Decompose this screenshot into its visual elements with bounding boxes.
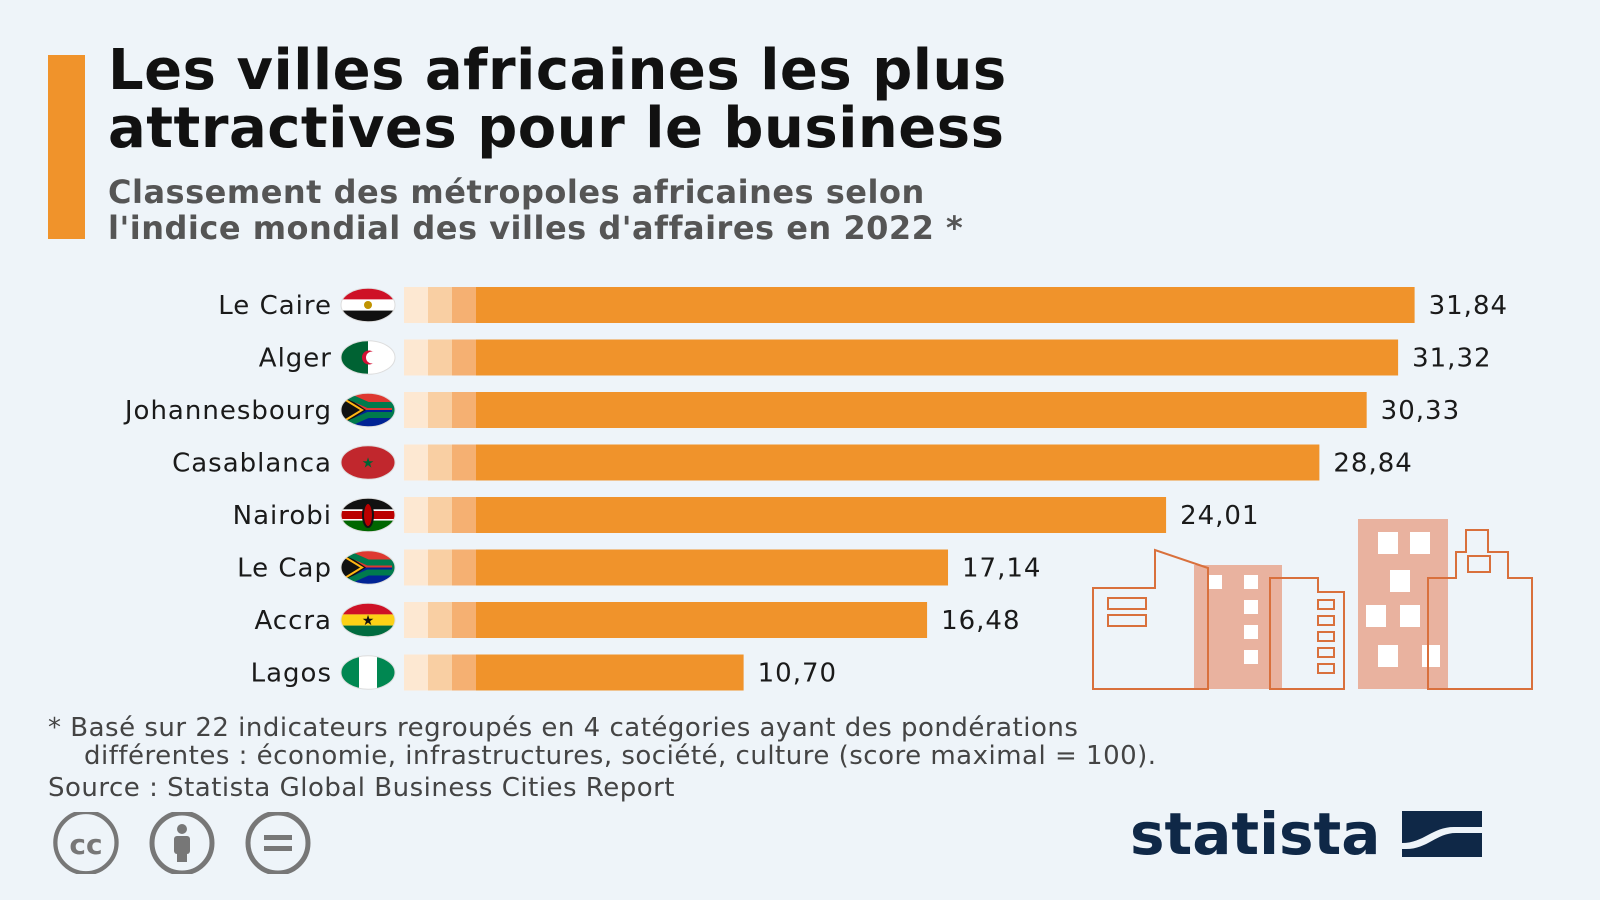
- category-label: Lagos: [251, 659, 332, 689]
- category-label: Accra: [254, 606, 332, 636]
- svg-text:★: ★: [362, 456, 375, 472]
- bar-fade-segment: [428, 602, 452, 638]
- bar-fade-segment: [452, 654, 476, 691]
- bar-fade-segment: [404, 602, 428, 638]
- footnote-line-1: * Basé sur 22 indicateurs regroupés en 4…: [48, 713, 1079, 743]
- bar-fade-segment: [428, 392, 452, 428]
- bar-fade-segment: [428, 287, 452, 323]
- value-label: 31,84: [1429, 291, 1508, 321]
- bar-fade-segment: [428, 549, 452, 586]
- category-label: Casablanca: [172, 449, 332, 479]
- bar-nairobi[interactable]: [476, 497, 1167, 533]
- bar-fade-segment: [452, 287, 476, 323]
- bar-fade-segment: [404, 444, 428, 481]
- bar-lagos[interactable]: [476, 654, 744, 691]
- bar-fade-segment: [452, 339, 476, 376]
- svg-text:cc: cc: [69, 828, 102, 861]
- brand-name: statista: [1130, 800, 1381, 868]
- page-subtitle: Classement des métropoles africaines sel…: [108, 174, 963, 246]
- bar-le-cap[interactable]: [476, 549, 949, 586]
- title-line-2: attractives pour le business: [108, 96, 1005, 161]
- source-text: Source : Statista Global Business Cities…: [48, 773, 675, 803]
- bar-fade-segment: [404, 497, 428, 533]
- bar-fade-segment: [452, 549, 476, 586]
- bar-fade-segment: [404, 654, 428, 691]
- value-label: 24,01: [1180, 501, 1259, 531]
- flag-icon-ghana: ★: [340, 602, 396, 638]
- bar-fade-segment: [428, 444, 452, 481]
- bar-alger[interactable]: [476, 339, 1399, 376]
- category-label: Alger: [259, 344, 332, 374]
- value-label: 31,32: [1412, 344, 1491, 374]
- statista-logo[interactable]: statista: [1130, 800, 1483, 868]
- bars-layer: Le Caire 31,84 Alger 31,32 Johannesbourg 30,3…: [123, 287, 1508, 691]
- value-label: 16,48: [941, 606, 1020, 636]
- category-label: Le Caire: [218, 291, 332, 321]
- value-label: 10,70: [758, 659, 837, 689]
- svg-text:★: ★: [362, 613, 375, 629]
- statista-logo-icon: [1402, 811, 1483, 857]
- no-derivatives-icon[interactable]: [245, 812, 311, 874]
- value-label: 30,33: [1381, 396, 1460, 426]
- bar-fade-segment: [452, 602, 476, 638]
- bar-fade-segment: [404, 339, 428, 376]
- category-label: Johannesbourg: [123, 396, 332, 426]
- bar-fade-segment: [428, 654, 452, 691]
- category-label: Le Cap: [237, 554, 332, 584]
- value-label: 28,84: [1333, 449, 1412, 479]
- license-icons: cc: [53, 812, 311, 874]
- bar-fade-segment: [404, 549, 428, 586]
- buildings-illustration: [1092, 519, 1533, 690]
- value-label: 17,14: [962, 554, 1041, 584]
- bar-chart: Le Caire 31,84 Alger 31,32 Johannesbourg 30,3…: [123, 287, 1533, 691]
- footnote-line-2: différentes : économie, infrastructures,…: [84, 741, 1157, 771]
- subtitle-line-2: l'indice mondial des villes d'affaires e…: [108, 209, 964, 247]
- bar-johannesbourg[interactable]: [476, 392, 1367, 428]
- bar-accra[interactable]: [476, 602, 928, 638]
- subtitle-line-1: Classement des métropoles africaines sel…: [108, 173, 925, 211]
- flag-icon-morocco: ★: [340, 445, 396, 480]
- flag-icon-algeria: [340, 340, 396, 375]
- bar-casablanca[interactable]: [476, 444, 1320, 481]
- bar-fade-segment: [452, 497, 476, 533]
- flag-icon-nigeria: [340, 655, 396, 690]
- bar-fade-segment: [452, 392, 476, 428]
- bar-fade-segment: [404, 287, 428, 323]
- flag-icon-south-africa: [340, 392, 396, 428]
- bar-fade-segment: [452, 444, 476, 481]
- flag-icon-kenya: [340, 497, 396, 533]
- attribution-icon[interactable]: [149, 812, 215, 874]
- category-label: Nairobi: [233, 501, 332, 531]
- page-title: Les villes africaines les plus attractiv…: [108, 42, 1007, 158]
- flag-icon-south-africa: [340, 550, 396, 585]
- bar-fade-segment: [428, 339, 452, 376]
- title-accent-bar: [48, 55, 85, 239]
- title-line-1: Les villes africaines les plus: [108, 38, 1007, 103]
- bar-le-caire[interactable]: [476, 287, 1415, 323]
- footnote: * Basé sur 22 indicateurs regroupés en 4…: [48, 714, 1157, 770]
- flag-icon-egypt: [340, 287, 396, 323]
- creative-commons-icon[interactable]: cc: [53, 812, 119, 874]
- bar-fade-segment: [428, 497, 452, 533]
- bar-fade-segment: [404, 392, 428, 428]
